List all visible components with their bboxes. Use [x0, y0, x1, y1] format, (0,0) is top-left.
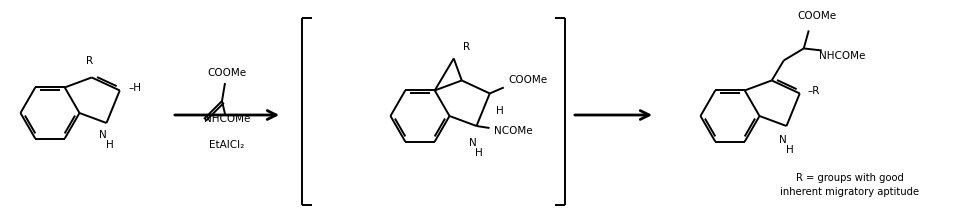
Text: –R: –R [808, 87, 820, 97]
Text: R: R [464, 42, 470, 52]
Text: H: H [786, 145, 793, 155]
Text: N: N [98, 130, 106, 140]
Text: COOMe: COOMe [797, 11, 836, 21]
Text: N: N [778, 135, 787, 145]
Text: NHCOMe: NHCOMe [204, 114, 250, 124]
Text: H: H [105, 140, 114, 150]
Text: COOMe: COOMe [509, 75, 548, 85]
Text: R: R [86, 56, 94, 66]
Text: COOMe: COOMe [207, 68, 247, 78]
Text: N: N [468, 138, 476, 148]
Text: R = groups with good
inherent migratory aptitude: R = groups with good inherent migratory … [780, 173, 920, 197]
Text: –H: –H [128, 83, 141, 93]
Text: NHCOMe: NHCOMe [818, 52, 865, 62]
Text: NCOMe: NCOMe [494, 126, 532, 136]
Text: H: H [496, 106, 504, 116]
Text: EtAlCl₂: EtAlCl₂ [209, 140, 245, 150]
Text: H: H [474, 148, 483, 158]
